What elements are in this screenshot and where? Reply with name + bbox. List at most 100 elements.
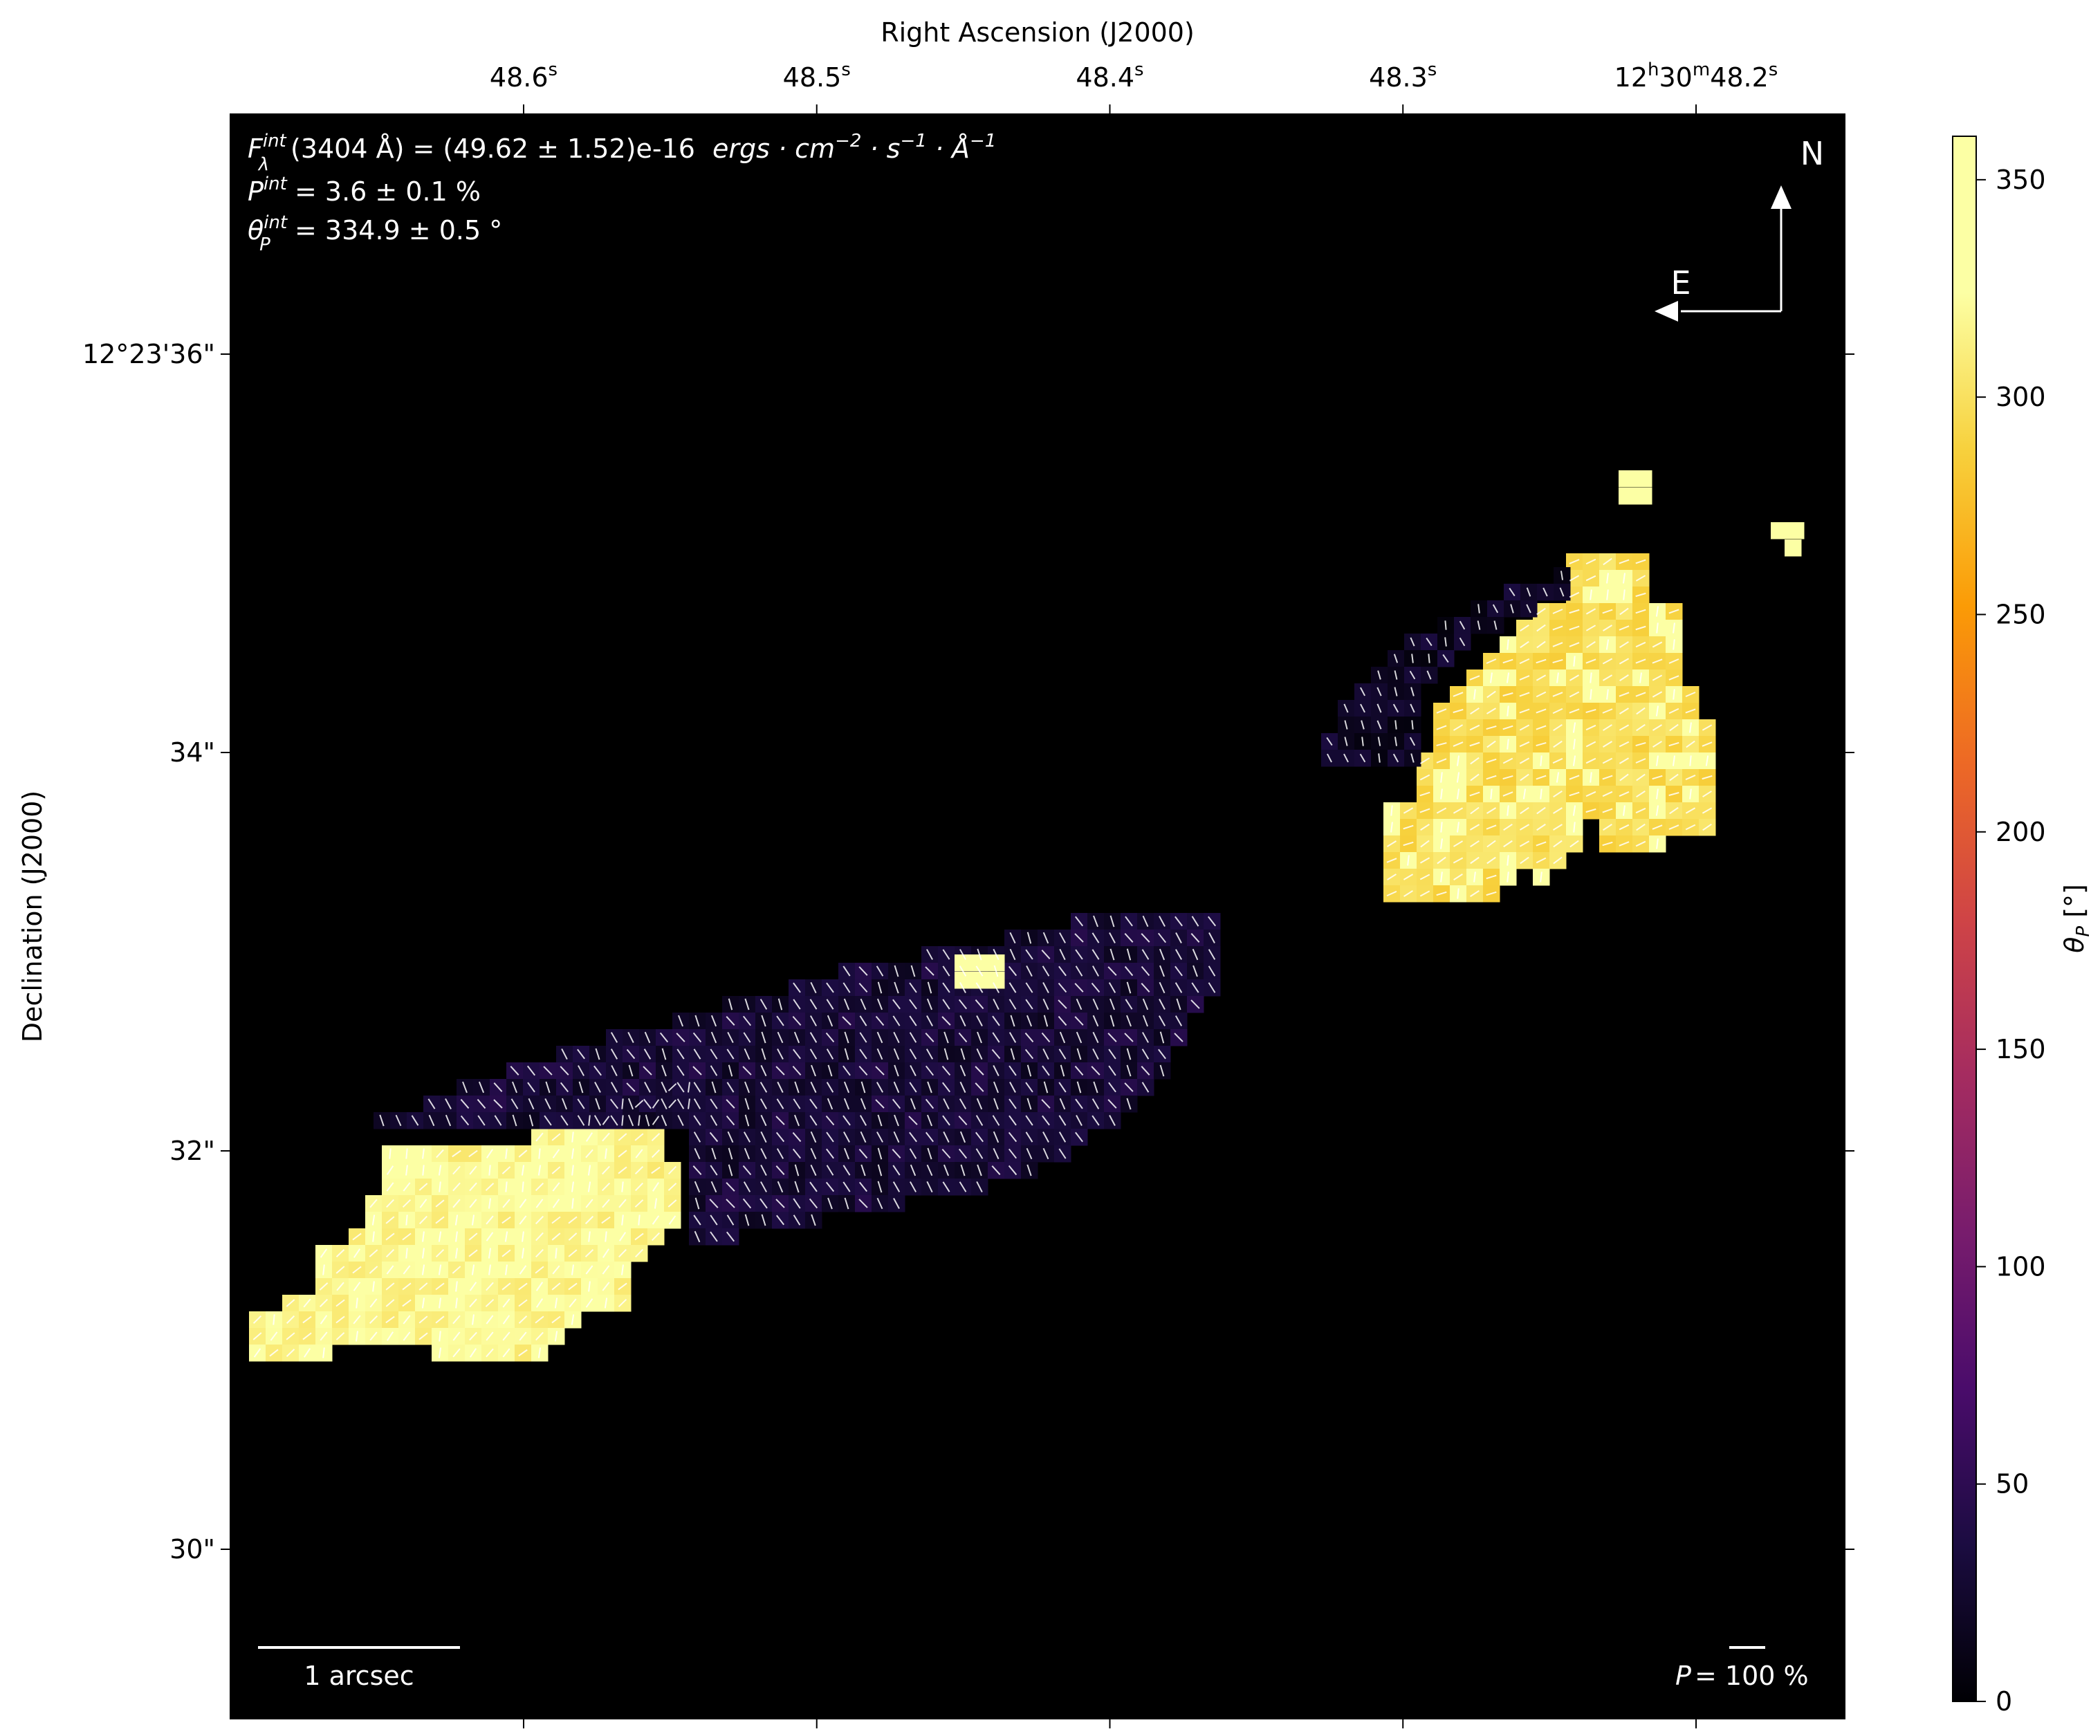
pol-vector (1008, 1032, 1017, 1043)
pol-vector (842, 982, 851, 993)
pol-vector (418, 1332, 428, 1340)
pol-vector (621, 1115, 624, 1126)
pol-vector (1453, 840, 1464, 847)
pol-vector (1689, 788, 1692, 800)
pol-vector (1008, 1098, 1017, 1109)
pol-vector (1344, 737, 1348, 746)
pol-vector (693, 1115, 701, 1126)
pol-vector (510, 1066, 519, 1075)
pol-vector (1590, 589, 1592, 600)
pol-vector (654, 1198, 658, 1209)
pol-vector (875, 1015, 885, 1026)
pol-vector (488, 1198, 492, 1209)
pol-vector (1058, 982, 1067, 993)
pol-vector (661, 1098, 667, 1110)
pol-vector (445, 1114, 452, 1127)
pol-vector (793, 1098, 801, 1109)
pol-vector (1158, 1015, 1166, 1026)
pol-vector (1536, 708, 1547, 714)
pol-vector (811, 1064, 816, 1077)
pol-vector (588, 1115, 591, 1126)
pol-vector (488, 1264, 492, 1275)
pol-vector (1327, 753, 1332, 763)
pol-vector (858, 982, 868, 993)
pol-vector (1159, 916, 1166, 927)
pol-vector (587, 1181, 591, 1192)
arcsec-scalebar-label: 1 arcsec (304, 1661, 414, 1691)
pol-vector (975, 1115, 984, 1126)
pol-vector (793, 1215, 801, 1226)
pol-vector (1158, 1049, 1166, 1060)
pol-vector (418, 1183, 428, 1191)
pol-vector (1636, 773, 1646, 782)
pol-vector (502, 1199, 510, 1208)
pol-vector (538, 1148, 541, 1159)
pol-vector (1459, 620, 1466, 630)
x-tick-label: 48.6s (490, 59, 558, 93)
pol-vector (452, 1149, 461, 1158)
pol-vector (436, 1149, 444, 1158)
pol-vector (1419, 874, 1430, 880)
pol-vector (595, 1048, 600, 1060)
pol-vector (810, 1081, 817, 1093)
pol-vector (926, 949, 933, 960)
pol-vector (352, 1266, 362, 1274)
pol-vector (1025, 1115, 1033, 1126)
pol-vector (610, 1082, 618, 1093)
pol-vector (842, 1181, 851, 1192)
pol-vector (1141, 1082, 1150, 1093)
pol-vector (1619, 724, 1630, 731)
pol-vector (1419, 791, 1430, 797)
pol-vector (760, 1114, 767, 1127)
pol-vector (926, 1114, 933, 1127)
pol-vector (512, 1114, 517, 1127)
pol-vector (320, 1315, 328, 1324)
pol-vector (460, 1115, 470, 1126)
pol-vector (1569, 840, 1579, 848)
pol-vector (478, 1081, 485, 1093)
plot-frame (230, 113, 1845, 1719)
pol-vector (1419, 774, 1430, 781)
pol-vector (527, 1082, 535, 1093)
pol-vector (353, 1282, 361, 1291)
pol-vector (1009, 948, 1016, 961)
pol-vector (1192, 948, 1199, 961)
pol-vector (405, 1148, 408, 1159)
pol-vector (1536, 823, 1546, 831)
pol-vector (1469, 741, 1480, 747)
pol-vector (760, 1181, 767, 1192)
colorbar-tick-label: 0 (1996, 1686, 2012, 1717)
pol-vector (602, 1265, 610, 1275)
pol-vector (1619, 658, 1630, 665)
pol-vector (560, 1082, 569, 1093)
pol-vector (1635, 840, 1646, 847)
pol-vector (537, 1165, 542, 1176)
pol-vector (1126, 1015, 1132, 1027)
pol-vector (402, 1232, 412, 1241)
pol-vector (269, 1349, 279, 1357)
pol-vector (1473, 871, 1476, 883)
pol-vector (710, 1115, 718, 1126)
pol-vector (1390, 822, 1393, 833)
pol-vector (1410, 687, 1415, 696)
pol-vector (1585, 558, 1596, 565)
pol-vector (552, 1265, 560, 1275)
pol-vector (1602, 708, 1613, 714)
pol-vector (1668, 792, 1679, 796)
pol-vector (759, 1098, 768, 1109)
pol-vector (1343, 753, 1349, 763)
pol-vector (1652, 641, 1663, 648)
pol-vector (1526, 604, 1531, 613)
pol-vector (1091, 982, 1100, 993)
pol-vector (775, 1199, 785, 1208)
pol-vector (959, 1098, 967, 1109)
pol-vector (827, 1197, 833, 1210)
pol-vector (1453, 874, 1463, 880)
pol-vector (1376, 687, 1382, 696)
pol-vector (844, 1197, 849, 1210)
pol-vector (1026, 1164, 1032, 1176)
pol-vector (1602, 609, 1613, 614)
pol-vector (1490, 672, 1493, 683)
pol-vector (842, 1115, 851, 1126)
